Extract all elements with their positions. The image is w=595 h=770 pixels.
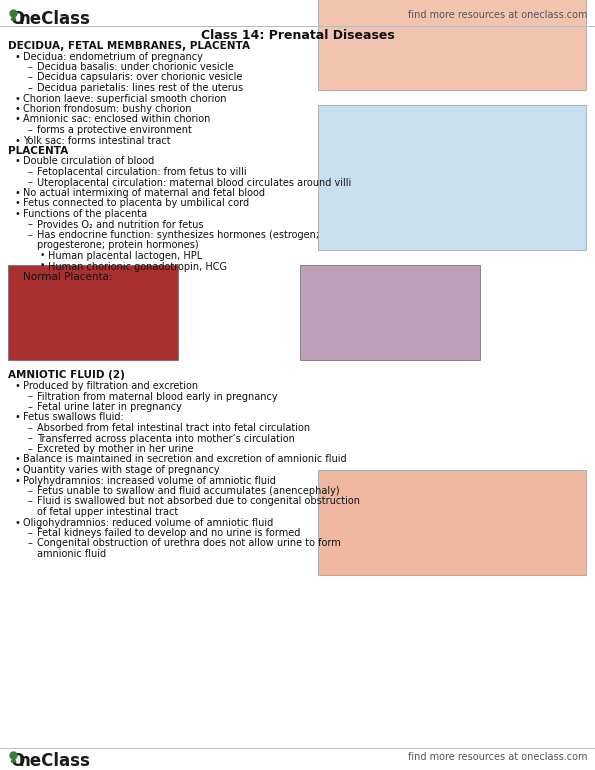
Text: –: –: [28, 167, 33, 177]
Text: –: –: [28, 83, 33, 93]
Text: Class 14: Prenatal Diseases: Class 14: Prenatal Diseases: [201, 29, 394, 42]
Text: of fetal upper intestinal tract: of fetal upper intestinal tract: [37, 507, 178, 517]
Text: Uteroplacental circulation: maternal blood circulates around villi: Uteroplacental circulation: maternal blo…: [37, 178, 351, 188]
Text: Chorion frondosum: bushy chorion: Chorion frondosum: bushy chorion: [23, 104, 192, 114]
Text: –: –: [28, 62, 33, 72]
Bar: [318, 105, 586, 250]
Text: •: •: [14, 465, 20, 475]
Text: find more resources at oneclass.com: find more resources at oneclass.com: [408, 10, 587, 20]
Text: Provides O₂ and nutrition for fetus: Provides O₂ and nutrition for fetus: [37, 219, 203, 229]
Text: DECIDUA, FETAL MEMBRANES, PLACENTA: DECIDUA, FETAL MEMBRANES, PLACENTA: [8, 41, 250, 51]
Text: •: •: [14, 93, 20, 103]
Text: Normal Placenta:: Normal Placenta:: [23, 272, 112, 282]
Bar: [300, 265, 480, 360]
Text: Decidua basalis: under chorionic vesicle: Decidua basalis: under chorionic vesicle: [37, 62, 234, 72]
Text: –: –: [28, 230, 33, 240]
Text: •: •: [40, 262, 45, 270]
Text: progesterone; protein hormones): progesterone; protein hormones): [37, 240, 199, 250]
Text: •: •: [14, 188, 20, 198]
Text: Fetus unable to swallow and fluid accumulates (anencephaly): Fetus unable to swallow and fluid accumu…: [37, 486, 340, 496]
Text: •: •: [14, 136, 20, 146]
Text: Filtration from maternal blood early in pregnancy: Filtration from maternal blood early in …: [37, 391, 278, 401]
Text: •: •: [14, 454, 20, 464]
Text: Decidua parietalis: lines rest of the uterus: Decidua parietalis: lines rest of the ut…: [37, 83, 243, 93]
Text: Polyhydramnios: increased volume of amniotic fluid: Polyhydramnios: increased volume of amni…: [23, 476, 276, 486]
Text: PLACENTA: PLACENTA: [8, 146, 68, 156]
Text: –: –: [28, 538, 33, 548]
Text: Quantity varies with stage of pregnancy: Quantity varies with stage of pregnancy: [23, 465, 220, 475]
Text: Balance is maintained in secretion and excretion of amnionic fluid: Balance is maintained in secretion and e…: [23, 454, 347, 464]
Text: Decidua capsularis: over chorionic vesicle: Decidua capsularis: over chorionic vesic…: [37, 72, 242, 82]
Text: •: •: [14, 156, 20, 166]
Text: Functions of the placenta: Functions of the placenta: [23, 209, 147, 219]
Text: Decidua: endometrium of pregnancy: Decidua: endometrium of pregnancy: [23, 52, 203, 62]
Text: –: –: [28, 402, 33, 412]
Text: find more resources at oneclass.com: find more resources at oneclass.com: [408, 752, 587, 762]
Text: No actual intermixing of maternal and fetal blood: No actual intermixing of maternal and fe…: [23, 188, 265, 198]
Text: •: •: [14, 209, 20, 219]
Text: Amnionic sac: enclosed within chorion: Amnionic sac: enclosed within chorion: [23, 115, 211, 125]
Text: O: O: [10, 10, 24, 28]
Text: –: –: [28, 423, 33, 433]
Text: Human placental lactogen, HPL: Human placental lactogen, HPL: [48, 251, 202, 261]
Text: amnionic fluid: amnionic fluid: [37, 549, 106, 559]
Text: Oligohydramnios: reduced volume of amniotic fluid: Oligohydramnios: reduced volume of amnio…: [23, 517, 273, 527]
Text: –: –: [28, 528, 33, 538]
Bar: [318, 470, 586, 575]
Text: •: •: [14, 52, 20, 62]
Text: –: –: [28, 434, 33, 444]
Text: •: •: [14, 381, 20, 391]
Text: –: –: [28, 497, 33, 507]
Text: –: –: [28, 391, 33, 401]
Text: Fetus connected to placenta by umbilical cord: Fetus connected to placenta by umbilical…: [23, 199, 249, 209]
Text: Double circulation of blood: Double circulation of blood: [23, 156, 154, 166]
Text: O: O: [10, 752, 24, 770]
Text: Produced by filtration and excretion: Produced by filtration and excretion: [23, 381, 198, 391]
Text: Human chorionic gonadotropin, HCG: Human chorionic gonadotropin, HCG: [48, 262, 227, 272]
Bar: [8, 265, 178, 360]
Text: •: •: [14, 104, 20, 114]
Text: forms a protective environment: forms a protective environment: [37, 125, 192, 135]
Text: •: •: [14, 413, 20, 423]
Text: Fetus swallows fluid:: Fetus swallows fluid:: [23, 413, 124, 423]
Bar: [318, 0, 586, 90]
Text: •: •: [14, 199, 20, 209]
Text: Fluid is swallowed but not absorbed due to congenital obstruction: Fluid is swallowed but not absorbed due …: [37, 497, 360, 507]
Text: Congenital obstruction of urethra does not allow urine to form: Congenital obstruction of urethra does n…: [37, 538, 341, 548]
Text: –: –: [28, 486, 33, 496]
Text: –: –: [28, 219, 33, 229]
Text: –: –: [28, 444, 33, 454]
Text: Transferred across placenta into mother’s circulation: Transferred across placenta into mother’…: [37, 434, 295, 444]
Text: •: •: [14, 476, 20, 486]
Text: •: •: [14, 115, 20, 125]
Text: AMNIOTIC FLUID (2): AMNIOTIC FLUID (2): [8, 370, 125, 380]
Text: Fetal urine later in pregnancy: Fetal urine later in pregnancy: [37, 402, 182, 412]
Text: •: •: [40, 251, 45, 260]
Text: –: –: [28, 178, 33, 188]
Text: neClass: neClass: [19, 752, 91, 770]
Text: Fetoplacental circulation: from fetus to villi: Fetoplacental circulation: from fetus to…: [37, 167, 246, 177]
Text: neClass: neClass: [19, 10, 91, 28]
Text: Absorbed from fetal intestinal tract into fetal circulation: Absorbed from fetal intestinal tract int…: [37, 423, 310, 433]
Text: –: –: [28, 125, 33, 135]
Text: Excreted by mother in her urine: Excreted by mother in her urine: [37, 444, 193, 454]
Text: –: –: [28, 72, 33, 82]
Text: Has endocrine function: synthesizes hormones (estrogen;: Has endocrine function: synthesizes horm…: [37, 230, 319, 240]
Text: Fetal kidneys failed to develop and no urine is formed: Fetal kidneys failed to develop and no u…: [37, 528, 300, 538]
Text: Chorion laeve: superficial smooth chorion: Chorion laeve: superficial smooth chorio…: [23, 93, 227, 103]
Text: •: •: [14, 517, 20, 527]
Text: Yolk sac: forms intestinal tract: Yolk sac: forms intestinal tract: [23, 136, 171, 146]
